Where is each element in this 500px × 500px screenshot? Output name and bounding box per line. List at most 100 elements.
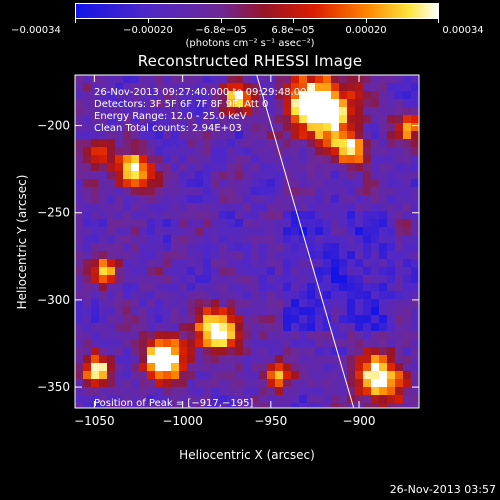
- heatmap-cell: [363, 403, 371, 408]
- heatmap-cell: [371, 275, 379, 283]
- heatmap-cell: [131, 227, 139, 235]
- colorbar-tick: [293, 19, 294, 23]
- heatmap-cell: [227, 403, 235, 408]
- heatmap-cell: [267, 267, 275, 275]
- heatmap-cell: [131, 259, 139, 267]
- heatmap-cell: [331, 363, 339, 371]
- heatmap-cell: [307, 363, 315, 371]
- heatmap-cell: [115, 219, 123, 227]
- heatmap-cell: [131, 123, 139, 131]
- heatmap-cell: [387, 339, 395, 347]
- heatmap-cell: [411, 227, 419, 235]
- heatmap-cell: [91, 99, 99, 107]
- heatmap-cell: [299, 147, 307, 155]
- heatmap-cell: [131, 299, 139, 307]
- heatmap-cell: [131, 379, 139, 387]
- heatmap-cell: [155, 387, 163, 395]
- heatmap-cell: [331, 259, 339, 267]
- heatmap-cell: [115, 99, 123, 107]
- heatmap-cell: [347, 219, 355, 227]
- heatmap-cell: [147, 259, 155, 267]
- heatmap-cell: [91, 227, 99, 235]
- heatmap-cell: [163, 315, 171, 323]
- heatmap-cell: [315, 219, 323, 227]
- heatmap-cell: [275, 395, 283, 403]
- heatmap-cell: [99, 227, 107, 235]
- heatmap-cell: [131, 339, 139, 347]
- heatmap-cell: [211, 107, 219, 115]
- heatmap-cell: [243, 251, 251, 259]
- heatmap-cell: [379, 299, 387, 307]
- heatmap-cell: [243, 139, 251, 147]
- heatmap-cell: [235, 195, 243, 203]
- heatmap-cell: [323, 323, 331, 331]
- heatmap-cell: [307, 395, 315, 403]
- heatmap-cell: [299, 219, 307, 227]
- heatmap-cell: [339, 251, 347, 259]
- heatmap-cell: [211, 315, 219, 323]
- heatmap-cell: [139, 347, 147, 355]
- heatmap-cell: [203, 83, 211, 91]
- heatmap-cell: [315, 83, 323, 91]
- heatmap-cell: [347, 259, 355, 267]
- heatmap-cell: [339, 243, 347, 251]
- heatmap-cell: [227, 251, 235, 259]
- heatmap-cell: [107, 307, 115, 315]
- heatmap-cell: [347, 275, 355, 283]
- heatmap-cell: [179, 107, 187, 115]
- heatmap-cell: [211, 139, 219, 147]
- heatmap-cell: [339, 75, 347, 83]
- heatmap-cell: [163, 235, 171, 243]
- heatmap-cell: [363, 115, 371, 123]
- heatmap-cell: [75, 195, 83, 203]
- heatmap-cell: [347, 195, 355, 203]
- heatmap-cell: [211, 331, 219, 339]
- heatmap-cell: [371, 147, 379, 155]
- heatmap-cell: [403, 179, 411, 187]
- heatmap-cell: [331, 147, 339, 155]
- heatmap-cell: [411, 315, 419, 323]
- heatmap-cell: [123, 323, 131, 331]
- heatmap-cell: [187, 163, 195, 171]
- heatmap-cell: [403, 115, 411, 123]
- heatmap-cell: [235, 107, 243, 115]
- heatmap-cell: [107, 379, 115, 387]
- heatmap-cell: [91, 179, 99, 187]
- heatmap-cell: [259, 259, 267, 267]
- heatmap-cell: [219, 323, 227, 331]
- heatmap-cell: [299, 195, 307, 203]
- heatmap-cell: [363, 259, 371, 267]
- heatmap-cell: [123, 123, 131, 131]
- heatmap-cell: [187, 91, 195, 99]
- heatmap-cell: [171, 347, 179, 355]
- heatmap-cell: [227, 83, 235, 91]
- heatmap-cell: [179, 379, 187, 387]
- heatmap-cell: [75, 355, 83, 363]
- heatmap-cell: [411, 403, 419, 408]
- heatmap-cell: [411, 75, 419, 83]
- heatmap-cell: [403, 131, 411, 139]
- heatmap-cell: [195, 291, 203, 299]
- heatmap-cell: [131, 395, 139, 403]
- heatmap-cell: [283, 395, 291, 403]
- heatmap-cell: [211, 99, 219, 107]
- heatmap-cell: [195, 107, 203, 115]
- heatmap-cell: [99, 347, 107, 355]
- heatmap-cell: [155, 131, 163, 139]
- heatmap-cell: [403, 347, 411, 355]
- heatmap-cell: [115, 371, 123, 379]
- heatmap-cell: [187, 387, 195, 395]
- heatmap-cell: [147, 355, 155, 363]
- heatmap-cell: [227, 371, 235, 379]
- heatmap-cell: [323, 163, 331, 171]
- heatmap-cell: [403, 163, 411, 171]
- heatmap-cell: [195, 91, 203, 99]
- heatmap-cell: [323, 115, 331, 123]
- heatmap-cell: [339, 395, 347, 403]
- heatmap-cell: [243, 131, 251, 139]
- heatmap-cell: [371, 299, 379, 307]
- heatmap-cell: [195, 155, 203, 163]
- heatmap-cell: [259, 147, 267, 155]
- heatmap-cell: [227, 227, 235, 235]
- heatmap-cell: [123, 195, 131, 203]
